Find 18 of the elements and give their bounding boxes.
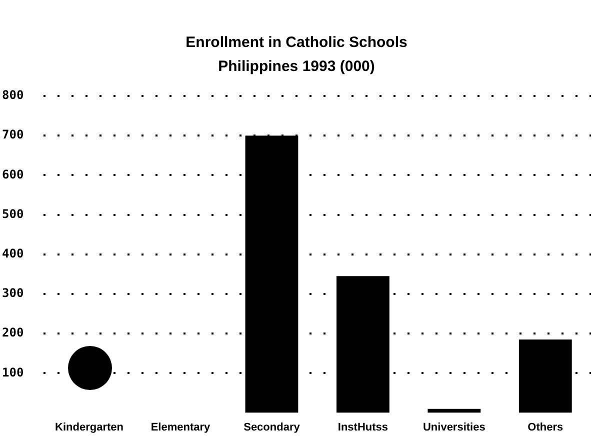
- y-tick-label: 500: [2, 206, 24, 221]
- x-tick-label: Secondary: [244, 421, 301, 434]
- y-tick-label: 400: [2, 246, 24, 261]
- y-tick-label: 800: [2, 88, 24, 102]
- chart-title: Enrollment in Catholic Schools: [186, 34, 408, 52]
- bar: [518, 340, 572, 413]
- y-tick-label: 200: [2, 326, 24, 340]
- x-tick-label: Others: [528, 421, 564, 434]
- chart-subtitle: Philippines 1993 (000): [218, 58, 375, 76]
- x-tick-label: Universities: [422, 421, 486, 434]
- y-tick-label: 100: [2, 365, 24, 380]
- x-tick-label: Kindergarten: [55, 421, 124, 434]
- y-tick-label: 300: [2, 286, 24, 300]
- x-tick-label: Elementary: [150, 421, 212, 434]
- bar: [336, 276, 390, 413]
- x-tick-label: InstHutss: [338, 421, 388, 434]
- y-tick-label: 700: [2, 128, 24, 142]
- y-tick-label: 600: [2, 167, 24, 182]
